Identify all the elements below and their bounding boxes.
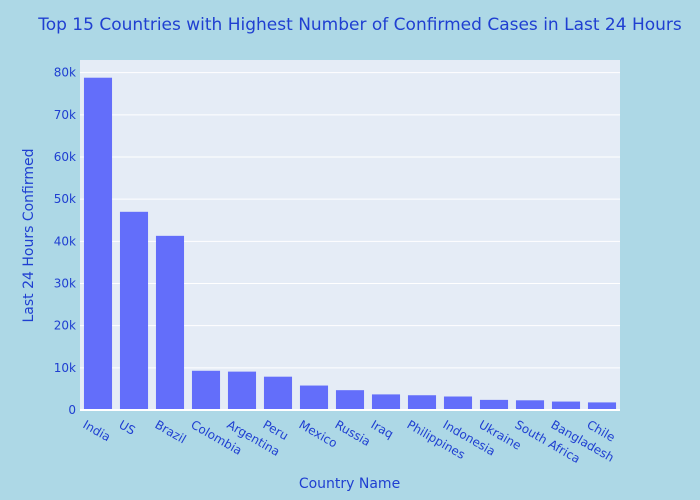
- bar-chile: [587, 402, 617, 410]
- bar-south-africa: [515, 400, 545, 410]
- bar-us: [119, 211, 149, 410]
- y-tick-label: 80k: [54, 66, 76, 80]
- bar-ukraine: [479, 399, 509, 410]
- bar-indonesia: [443, 396, 473, 410]
- y-tick-label: 20k: [54, 319, 76, 333]
- bar-russia: [335, 390, 365, 410]
- y-tick-label: 0: [68, 403, 76, 417]
- bar-brazil: [155, 235, 185, 410]
- y-tick-label: 30k: [54, 276, 76, 290]
- bar-bangladesh: [551, 401, 581, 410]
- y-tick-label: 70k: [54, 108, 76, 122]
- bar-mexico: [299, 385, 329, 410]
- y-tick-label: 10k: [54, 361, 76, 375]
- y-tick-label: 60k: [54, 150, 76, 164]
- y-tick-label: 50k: [54, 192, 76, 206]
- bar-iraq: [371, 394, 401, 410]
- x-axis-title: Country Name: [299, 476, 400, 492]
- chart-title: Top 15 Countries with Highest Number of …: [37, 15, 682, 35]
- bar-argentina: [227, 371, 257, 410]
- bar-philippines: [407, 395, 437, 410]
- bar-colombia: [191, 370, 221, 410]
- y-axis-title: Last 24 Hours Confirmed: [21, 148, 37, 322]
- bar-india: [83, 77, 113, 410]
- bar-peru: [263, 376, 293, 410]
- y-tick-label: 40k: [54, 234, 76, 248]
